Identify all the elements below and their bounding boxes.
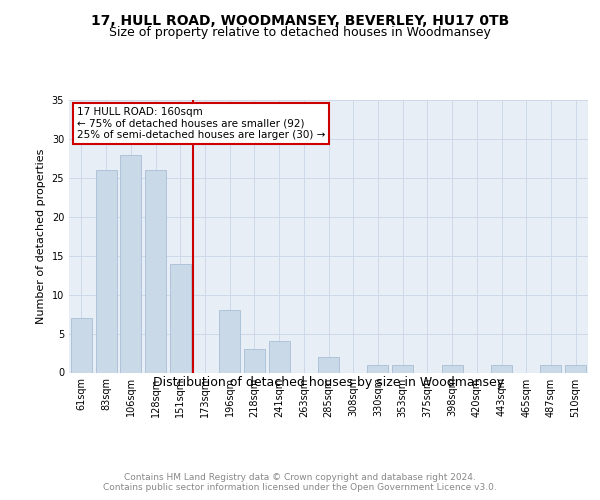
Bar (145, 170, 166, 372)
Bar (244, 349, 265, 372)
Text: 17, HULL ROAD, WOODMANSEY, BEVERLEY, HU17 0TB: 17, HULL ROAD, WOODMANSEY, BEVERLEY, HU1… (91, 14, 509, 28)
Bar (442, 364, 463, 372)
Bar (318, 357, 339, 372)
Bar (367, 364, 388, 372)
Bar (219, 310, 240, 372)
Text: Distribution of detached houses by size in Woodmansey: Distribution of detached houses by size … (153, 376, 505, 389)
Text: Size of property relative to detached houses in Woodmansey: Size of property relative to detached ho… (109, 26, 491, 39)
Bar (170, 264, 191, 372)
Bar (95, 170, 116, 372)
Bar (71, 318, 92, 372)
Text: Contains HM Land Registry data © Crown copyright and database right 2024.
Contai: Contains HM Land Registry data © Crown c… (103, 472, 497, 492)
Bar (269, 342, 290, 372)
Y-axis label: Number of detached properties: Number of detached properties (36, 148, 46, 324)
Bar (491, 364, 512, 372)
Bar (565, 364, 586, 372)
Bar (541, 364, 562, 372)
Text: 17 HULL ROAD: 160sqm
← 75% of detached houses are smaller (92)
25% of semi-detac: 17 HULL ROAD: 160sqm ← 75% of detached h… (77, 107, 325, 140)
Bar (392, 364, 413, 372)
Bar (120, 154, 141, 372)
